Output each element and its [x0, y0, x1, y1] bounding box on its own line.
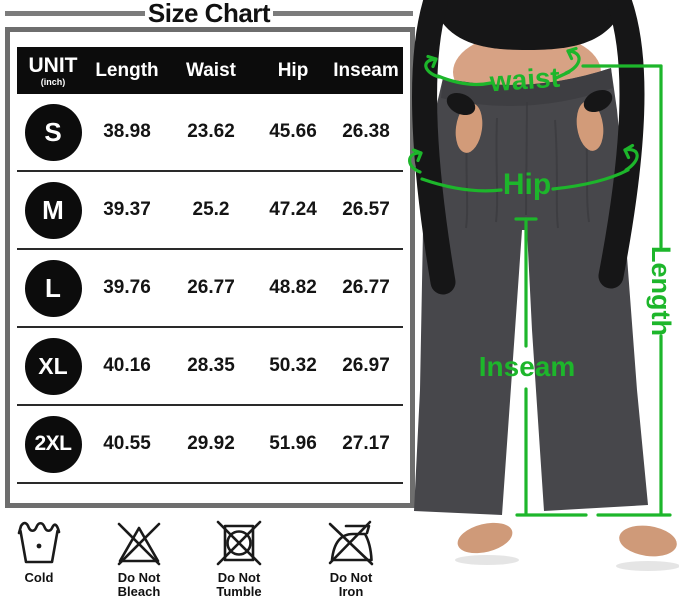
cell-inseam: 26.38: [342, 121, 390, 142]
model-photo: waist Hip Inseam Length: [405, 0, 679, 598]
care-label-line1: Cold: [24, 570, 54, 585]
hip-label: Hip: [503, 168, 551, 201]
care-item-wash-cold: Cold: [8, 519, 70, 585]
care-label-line1: Do Not: [329, 570, 373, 585]
cell-hip: 51.96: [269, 433, 317, 454]
cell-hip: 50.32: [269, 355, 317, 376]
waist-measure-line: [424, 46, 581, 87]
chart-title-row: Size Chart: [5, 0, 413, 28]
inseam-label: Inseam: [479, 351, 576, 382]
cell-waist: 26.77: [187, 277, 235, 298]
column-header-waist: Waist: [186, 59, 236, 81]
hip-measure-line: [408, 143, 639, 193]
cell-length: 39.76: [103, 277, 151, 298]
care-label-line1: Do Not: [217, 570, 261, 585]
size-badge: M: [24, 181, 82, 239]
do-not-tumble-icon: [215, 519, 263, 567]
column-header-hip: Hip: [277, 59, 309, 81]
table-row: XL 40.16 28.35 50.32 26.97: [17, 328, 403, 406]
right-foot: [619, 525, 677, 557]
do-not-bleach-icon: [115, 519, 163, 567]
left-sleeve: [412, 0, 456, 295]
pants-waistband: [441, 68, 613, 106]
title-left-rule: [5, 11, 145, 16]
do-not-iron-icon: [327, 519, 375, 567]
right-sleeve: [598, 0, 645, 289]
wash-cold-icon: [15, 519, 63, 567]
cell-inseam: 26.77: [342, 277, 390, 298]
column-header-inseam: Inseam: [333, 59, 399, 81]
size-badge: 2XL: [24, 415, 82, 473]
cell-hip: 48.82: [269, 277, 317, 298]
table-header-row: UNIT (inch) Length Waist Hip Inseam: [17, 47, 403, 94]
care-label-line2: Bleach: [117, 584, 161, 598]
care-item-do-not-bleach: Do Not Bleach: [104, 519, 174, 598]
cell-waist: 25.2: [192, 199, 230, 220]
pants-silhouette: [414, 68, 648, 515]
table-body: S 38.98 23.62 45.66 26.38 M 39.37 25.2 4…: [17, 94, 403, 484]
left-hand: [455, 103, 483, 153]
size-badge: XL: [24, 337, 82, 395]
waist-label: waist: [488, 62, 561, 98]
feet-shadow: [455, 555, 519, 565]
inseam-measure-line: [514, 217, 588, 517]
size-badge: S: [24, 103, 82, 161]
cell-length: 40.16: [103, 355, 151, 376]
cell-waist: 28.35: [187, 355, 235, 376]
table-row: L 39.76 26.77 48.82 26.77: [17, 250, 403, 328]
cell-waist: 23.62: [187, 121, 235, 142]
care-label-line2: Tumble: [216, 584, 262, 598]
cell-waist: 29.92: [187, 433, 235, 454]
table-row: 2XL 40.55 29.92 51.96 27.17: [17, 406, 403, 484]
care-item-do-not-tumble: Do Not Tumble: [202, 519, 276, 598]
column-header-length: Length: [95, 59, 159, 81]
table-row: S 38.98 23.62 45.66 26.38: [17, 94, 403, 172]
length-label: Length: [646, 246, 676, 336]
size-table: UNIT (inch) Length Waist Hip Inseam S 38…: [5, 27, 415, 508]
title-right-rule: [273, 11, 413, 16]
cell-length: 39.37: [103, 199, 151, 220]
care-label-line2: Iron: [338, 584, 364, 598]
feet-shadow: [616, 561, 679, 571]
column-header-unit: UNIT (inch): [28, 53, 78, 87]
size-badge: L: [24, 259, 82, 317]
cell-hip: 45.66: [269, 121, 317, 142]
cell-inseam: 27.17: [342, 433, 390, 454]
table-row: M 39.37 25.2 47.24 26.57: [17, 172, 403, 250]
length-measure-line: [596, 64, 672, 517]
cell-hip: 47.24: [269, 199, 317, 220]
crop-top: [433, 0, 623, 50]
cell-inseam: 26.57: [342, 199, 390, 220]
care-label-line1: Do Not: [117, 570, 161, 585]
right-hand: [576, 101, 604, 151]
cell-length: 38.98: [103, 121, 151, 142]
page-title: Size Chart: [147, 0, 271, 28]
right-cuff: [583, 89, 613, 113]
left-foot: [457, 522, 513, 554]
care-item-do-not-iron: Do Not Iron: [314, 519, 388, 598]
cell-inseam: 26.97: [342, 355, 390, 376]
cell-length: 40.55: [103, 433, 151, 454]
left-cuff: [446, 92, 476, 116]
